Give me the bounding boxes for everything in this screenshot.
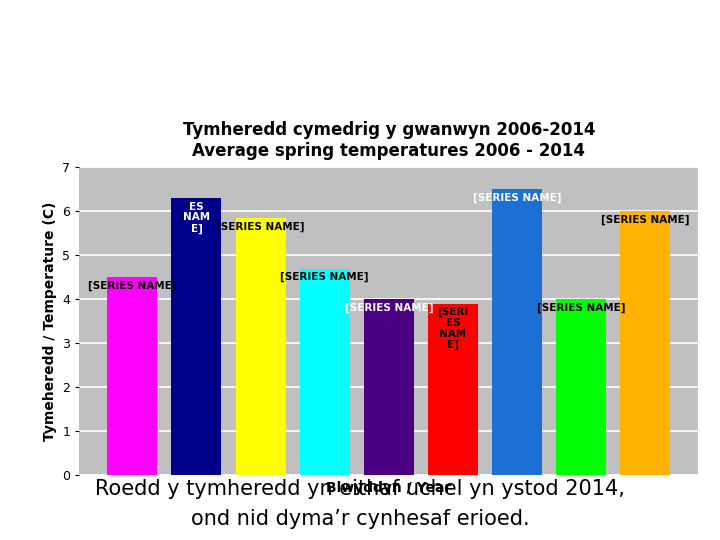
Text: [SERIES NAME]: [SERIES NAME] bbox=[280, 272, 369, 282]
Bar bbox=[364, 299, 414, 475]
Y-axis label: Tymeheredd / Temperature (C): Tymeheredd / Temperature (C) bbox=[42, 201, 57, 441]
Text: [SERIES NAME]: [SERIES NAME] bbox=[601, 215, 690, 225]
Title: Tymheredd cymedrig y gwanwyn 2006-2014
Average spring temperatures 2006 - 2014: Tymheredd cymedrig y gwanwyn 2006-2014 A… bbox=[183, 122, 595, 160]
Bar bbox=[235, 218, 286, 475]
Bar bbox=[556, 299, 606, 475]
X-axis label: Blwyddyn / Year: Blwyddyn / Year bbox=[326, 481, 451, 495]
Bar bbox=[300, 268, 350, 475]
Text: ES
NAM
E]: ES NAM E] bbox=[183, 202, 210, 234]
Bar bbox=[171, 198, 222, 475]
Text: [SERIES NAME]: [SERIES NAME] bbox=[537, 303, 626, 313]
Bar bbox=[492, 190, 542, 475]
Text: [SERIES NAME]: [SERIES NAME] bbox=[216, 221, 305, 232]
Text: [SERIES NAME]: [SERIES NAME] bbox=[88, 281, 176, 291]
Text: [SERIES NAME]: [SERIES NAME] bbox=[473, 193, 562, 203]
Text: [SERIES NAME]: [SERIES NAME] bbox=[345, 303, 433, 313]
Bar bbox=[428, 303, 478, 475]
Text: ond nid dyma’r cynhesaf erioed.: ond nid dyma’r cynhesaf erioed. bbox=[191, 509, 529, 530]
Bar bbox=[107, 278, 158, 475]
Text: Roedd y tymheredd yn eithaf uchel yn ystod 2014,: Roedd y tymheredd yn eithaf uchel yn yst… bbox=[95, 478, 625, 499]
Text: [SERi
ES
NAM
E]: [SERi ES NAM E] bbox=[438, 307, 469, 350]
Bar bbox=[620, 211, 670, 475]
